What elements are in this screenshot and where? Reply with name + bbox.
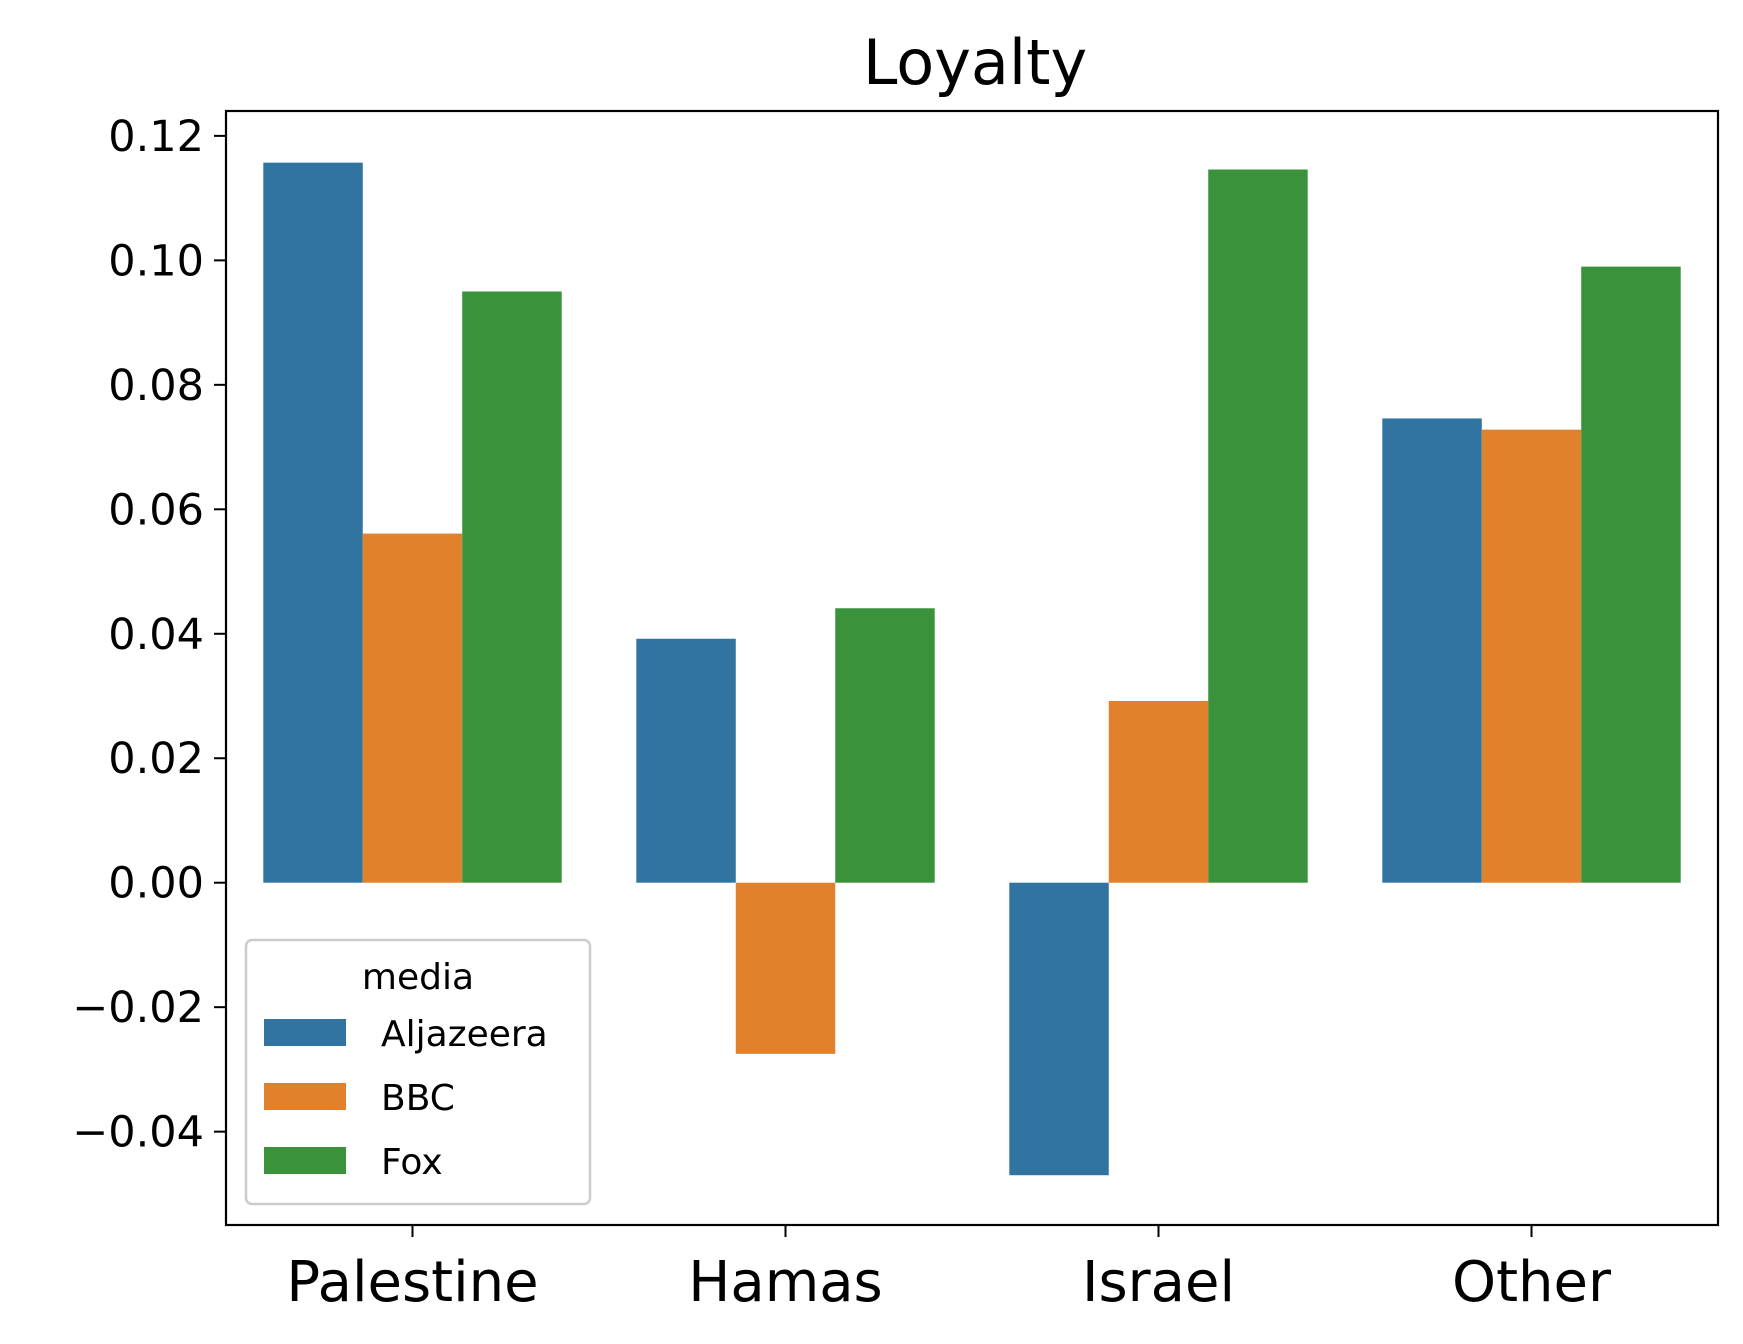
bar-fox-other [1581,266,1681,883]
x-axis: Palestine Hamas Israel Other [286,1225,1612,1315]
bar-fox-israel [1208,169,1308,883]
legend-swatch-aljazeera [264,1019,346,1046]
bar-fox-palestine [462,291,562,883]
chart-title: Loyalty [863,26,1087,99]
x-tick-label: Hamas [688,1250,882,1315]
legend-entries: Aljazeera BBC Fox [264,1014,548,1183]
y-tick-label: −0.02 [72,983,204,1033]
x-tick-label: Israel [1082,1250,1235,1315]
legend-swatch-fox [264,1147,346,1174]
bars [263,162,1681,1176]
y-tick-label: 0.08 [108,361,204,411]
x-tick-label: Palestine [286,1250,538,1315]
bar-fox-hamas [835,608,935,883]
bar-aljazeera-other [1382,418,1482,883]
y-tick-label: −0.04 [72,1108,204,1158]
y-tick-label: 0.00 [108,859,204,909]
y-tick-label: 0.04 [108,610,204,660]
bar-aljazeera-hamas [636,638,736,883]
y-tick-label: 0.10 [108,236,204,286]
legend-label-aljazeera: Aljazeera [381,1014,548,1055]
bar-bbc-hamas [735,882,836,1054]
x-tick-label: Other [1452,1250,1612,1315]
legend-label-bbc: BBC [381,1078,455,1119]
bar-bbc-israel [1108,700,1209,883]
y-tick-label: 0.06 [108,485,204,535]
plot-frame [224,109,1720,1227]
bar-aljazeera-palestine [263,162,363,883]
legend-title: media [362,957,474,998]
bar-bbc-palestine [362,533,463,883]
bar-bbc-other [1481,429,1582,883]
legend: media Aljazeera BBC Fox [244,938,592,1206]
legend-label-fox: Fox [381,1142,443,1183]
y-tick-label: 0.02 [108,734,204,784]
bar-aljazeera-israel [1009,882,1109,1176]
legend-swatch-bbc [264,1083,346,1110]
y-tick-label: 0.12 [108,112,204,162]
legend-box [244,938,592,1206]
y-axis: −0.04 −0.02 0.00 0.02 0.04 0.06 0.08 0.10 0.12 [72,112,226,1158]
